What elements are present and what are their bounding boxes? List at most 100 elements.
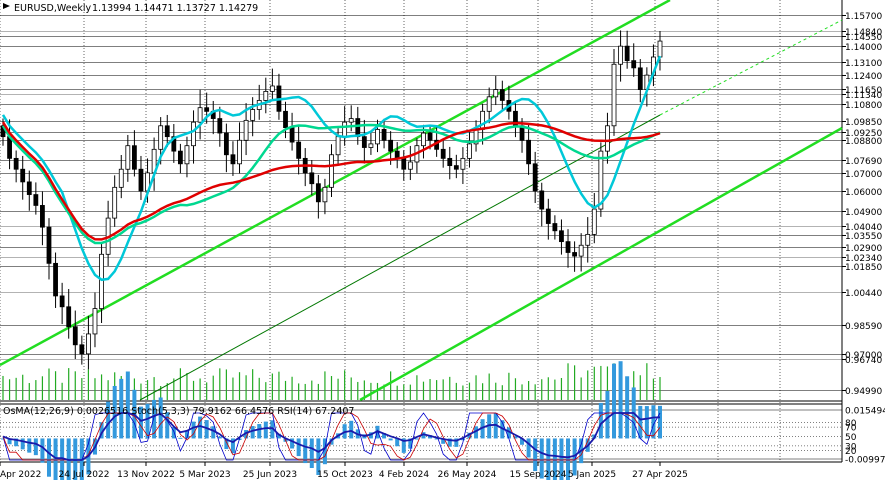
indicator-header-label: OsMA(12,26,9) 0.0026516 Stoch(5,3,3) 79.… bbox=[3, 406, 354, 417]
osma-bar bbox=[434, 438, 439, 440]
osma-bar bbox=[612, 363, 617, 439]
price-axis-label: 1.15700 bbox=[845, 12, 882, 22]
candle-body bbox=[223, 132, 229, 156]
candle-body bbox=[342, 121, 348, 138]
ohlc-label: 1.13994 1.14471 1.13727 1.14279 bbox=[92, 3, 258, 14]
candle-body bbox=[322, 186, 328, 203]
price-axis-label: 1.14550 bbox=[845, 33, 882, 43]
channel-lower-line bbox=[359, 126, 843, 402]
osma-bar bbox=[198, 416, 203, 439]
price-axis-label: 0.94990 bbox=[845, 387, 882, 397]
price-axis-label: 1.12400 bbox=[845, 72, 882, 82]
osma-bar bbox=[322, 438, 327, 465]
rsi-line bbox=[2, 412, 661, 461]
candle-body bbox=[237, 139, 242, 165]
candle-body bbox=[92, 308, 98, 335]
candle-body bbox=[585, 233, 591, 246]
indicator-axis-label: -0.0099797 bbox=[845, 456, 885, 466]
osma-bar bbox=[644, 406, 649, 439]
osma-bar bbox=[211, 426, 216, 439]
ma-slow-line bbox=[1, 121, 661, 241]
osma-bar bbox=[257, 424, 262, 439]
osma-bar bbox=[112, 385, 117, 439]
candle-body bbox=[559, 230, 564, 243]
candle-body bbox=[355, 118, 361, 138]
osma-bar bbox=[14, 438, 19, 447]
candle-body bbox=[499, 89, 505, 101]
candle-body bbox=[171, 136, 177, 152]
time-axis-label: 15 Oct 2023 bbox=[317, 470, 373, 480]
candle-body bbox=[177, 150, 183, 165]
candle-body bbox=[486, 96, 492, 112]
time-axis-label: 4 Feb 2024 bbox=[379, 470, 430, 480]
candle-body bbox=[329, 154, 334, 188]
candle-body bbox=[591, 208, 597, 235]
osma-bar bbox=[276, 433, 281, 439]
osma-bar bbox=[618, 361, 623, 439]
candle-body bbox=[138, 168, 144, 192]
price-axis-label: 1.10800 bbox=[845, 101, 882, 111]
osma-bar bbox=[171, 426, 176, 439]
osma-bar bbox=[506, 427, 511, 439]
candle-body bbox=[578, 244, 584, 257]
candle-body bbox=[631, 60, 637, 69]
osma-bar bbox=[158, 397, 163, 439]
price-axis-label: 1.02340 bbox=[845, 254, 882, 264]
osma-bar bbox=[184, 431, 189, 439]
candle-body bbox=[118, 168, 124, 188]
time-axis-label: Apr 2022 bbox=[0, 470, 41, 480]
price-axis-label: 1.08800 bbox=[845, 137, 882, 147]
osma-bar bbox=[152, 399, 157, 439]
trend-line bbox=[139, 114, 661, 401]
time-axis-label: 25 Jun 2023 bbox=[243, 470, 297, 480]
candle-body bbox=[125, 145, 131, 170]
candle-body bbox=[598, 150, 604, 210]
price-axis-label: 1.03550 bbox=[845, 232, 882, 242]
osma-bar bbox=[388, 438, 393, 441]
osma-bar bbox=[119, 378, 124, 439]
osma-bar bbox=[230, 438, 235, 454]
candle-body bbox=[59, 295, 65, 308]
candle-body bbox=[26, 181, 32, 195]
moving-averages bbox=[1, 55, 662, 282]
time-axis-label: 27 Apr 2025 bbox=[632, 470, 688, 480]
candle-body bbox=[545, 208, 551, 224]
chart-header: EURUSD,Weekly 1.13994 1.14471 1.13727 1.… bbox=[3, 3, 354, 417]
osma-bar bbox=[244, 430, 249, 439]
candle-body bbox=[552, 223, 558, 232]
osma-bar bbox=[526, 438, 531, 458]
osma-bar bbox=[559, 438, 564, 480]
price-axis-label: 1.14000 bbox=[845, 43, 882, 53]
osma-bar bbox=[408, 438, 413, 449]
price-axis-label: 1.04040 bbox=[845, 223, 882, 233]
time-axis-label: 15 Sep 2024 bbox=[509, 470, 566, 480]
candle-body bbox=[447, 157, 453, 167]
candle-body bbox=[611, 63, 617, 127]
candle-body bbox=[72, 326, 78, 346]
price-axis-label: 1.07690 bbox=[845, 157, 882, 167]
osma-bar bbox=[414, 438, 419, 440]
osma-bar bbox=[7, 438, 12, 445]
osma-bar bbox=[651, 405, 656, 439]
candle-body bbox=[493, 89, 499, 98]
candle-body bbox=[46, 226, 52, 264]
osma-bar bbox=[33, 438, 38, 456]
osma-bar bbox=[217, 436, 222, 439]
candle-body bbox=[309, 172, 315, 185]
candle-body bbox=[191, 121, 196, 147]
candle-body bbox=[375, 129, 380, 145]
price-axis-label: 1.02900 bbox=[845, 244, 882, 254]
trend-channel-lines bbox=[0, 0, 843, 402]
price-axis-label: 1.04900 bbox=[845, 208, 882, 218]
time-axis-label: 13 Nov 2022 bbox=[117, 470, 175, 480]
candle-body bbox=[526, 139, 531, 165]
osma-bar bbox=[60, 438, 65, 480]
osma-bar bbox=[552, 438, 557, 480]
candle-body bbox=[315, 183, 321, 203]
candle-body bbox=[565, 241, 571, 253]
candle-body bbox=[283, 110, 288, 129]
candle-body bbox=[13, 157, 19, 170]
candle-body bbox=[460, 157, 466, 170]
